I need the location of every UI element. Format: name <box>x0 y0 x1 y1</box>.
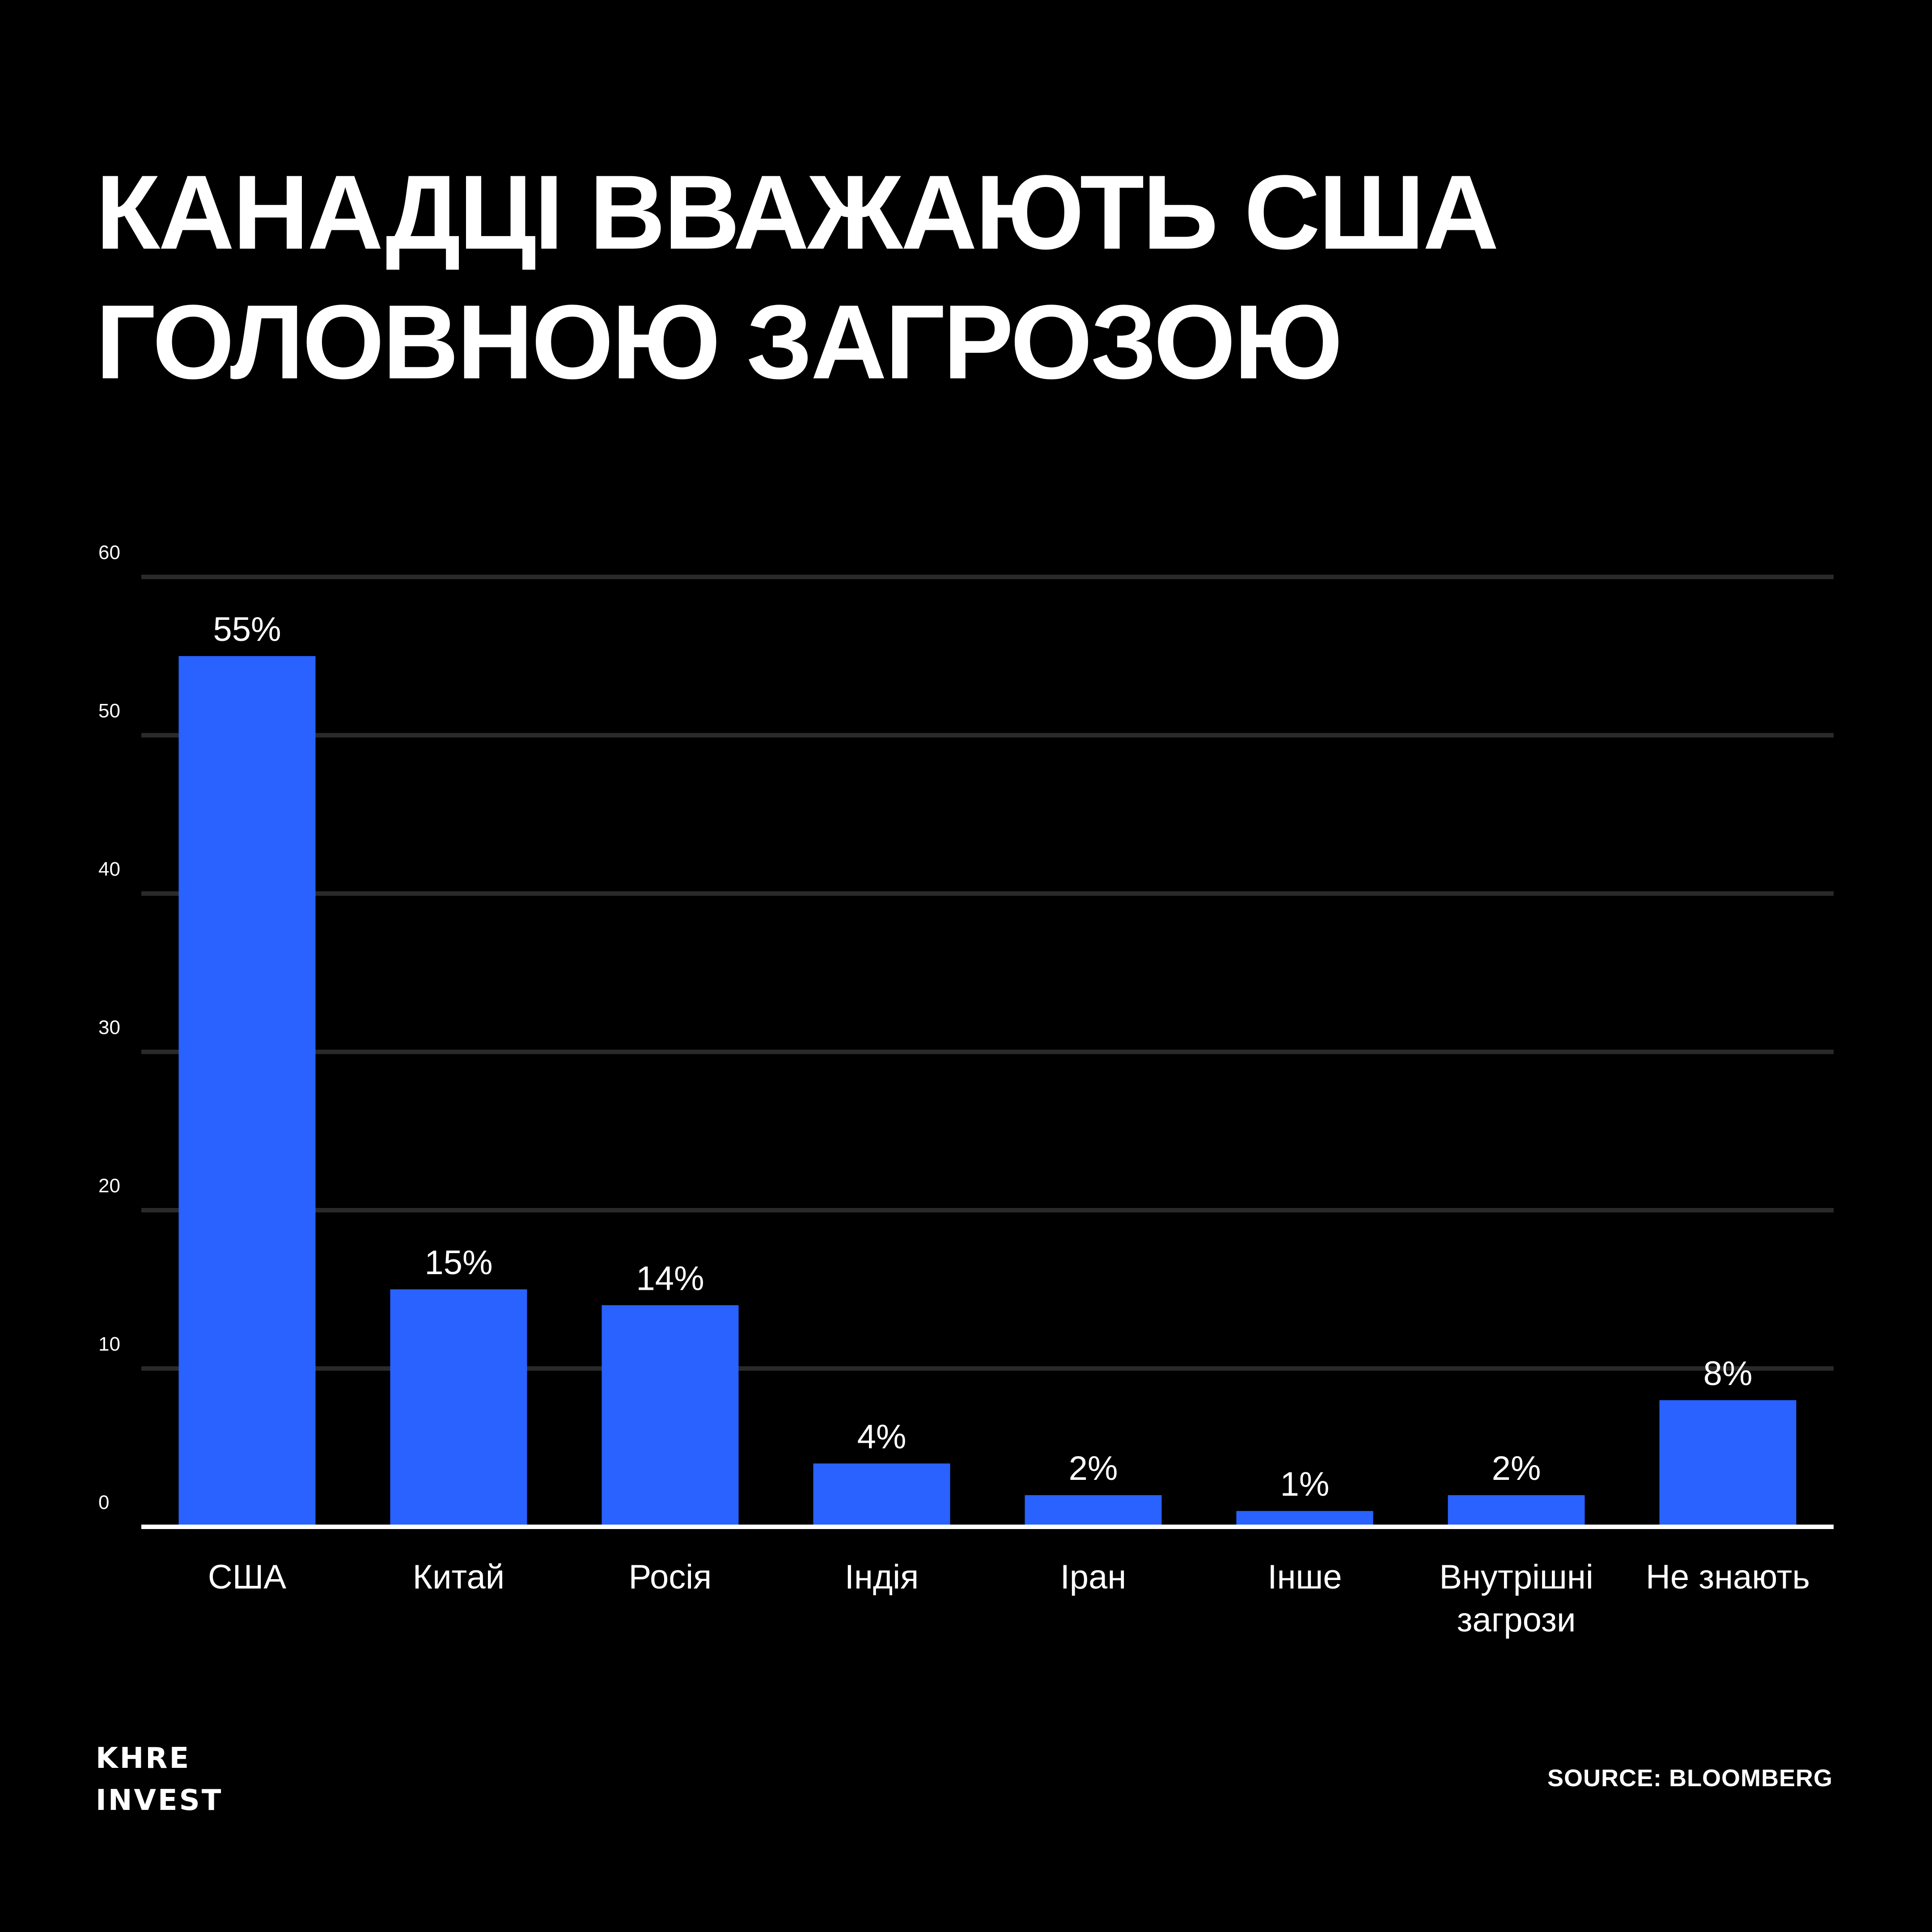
data-label: 4% <box>857 1418 907 1456</box>
data-label: 2% <box>1492 1449 1541 1487</box>
y-tick-label: 60 <box>98 542 120 564</box>
y-tick-label: 10 <box>98 1333 120 1355</box>
brand-logo: KHRE INVEST <box>96 1737 223 1822</box>
y-tick-label: 0 <box>98 1491 109 1513</box>
data-label: 8% <box>1703 1355 1753 1393</box>
bar <box>1025 1495 1162 1527</box>
x-tick-label: Не знають <box>1646 1558 1810 1596</box>
bar <box>602 1305 739 1527</box>
data-label: 14% <box>636 1259 704 1297</box>
x-tick-label: Інше <box>1267 1558 1342 1596</box>
bar <box>813 1463 950 1527</box>
brand-line-2: INVEST <box>96 1784 223 1817</box>
bar <box>390 1289 527 1527</box>
x-tick-label: Внутрішні <box>1439 1558 1593 1596</box>
x-tick-label: Іран <box>1060 1558 1127 1596</box>
bar <box>1236 1511 1373 1527</box>
x-tick-label: Китай <box>413 1558 504 1596</box>
x-tick-label: США <box>208 1558 287 1596</box>
y-tick-label: 30 <box>98 1017 120 1038</box>
x-tick-label: Росія <box>629 1558 712 1596</box>
bar <box>1659 1400 1796 1527</box>
y-tick-label: 20 <box>98 1175 120 1197</box>
y-tick-label: 50 <box>98 700 120 722</box>
data-label: 15% <box>424 1244 492 1282</box>
x-tick-label: Індія <box>845 1558 919 1596</box>
y-tick-label: 40 <box>98 858 120 880</box>
title-line-2: ГОЛОВНОЮ ЗАГРОЗОЮ <box>96 283 1343 401</box>
data-label: 1% <box>1280 1466 1330 1504</box>
data-label: 55% <box>213 610 281 648</box>
chart-title: КАНАДЦІ ВВАЖАЮТЬ США ГОЛОВНОЮ ЗАГРОЗОЮ <box>96 148 1840 407</box>
data-label: 2% <box>1069 1449 1118 1487</box>
bar-chart: 0 10 20 30 40 50 60 55% США 15% Китай 14% Росія 4% Інд… <box>98 542 1834 1639</box>
brand-line-1: KHRE <box>96 1742 191 1775</box>
x-tick-label: загрози <box>1457 1601 1576 1639</box>
bar <box>1448 1495 1585 1527</box>
title-line-1: КАНАДЦІ ВВАЖАЮТЬ США <box>96 153 1499 271</box>
bar <box>178 656 316 1527</box>
source-note: SOURCE: BLOOMBERG <box>1547 1765 1833 1792</box>
